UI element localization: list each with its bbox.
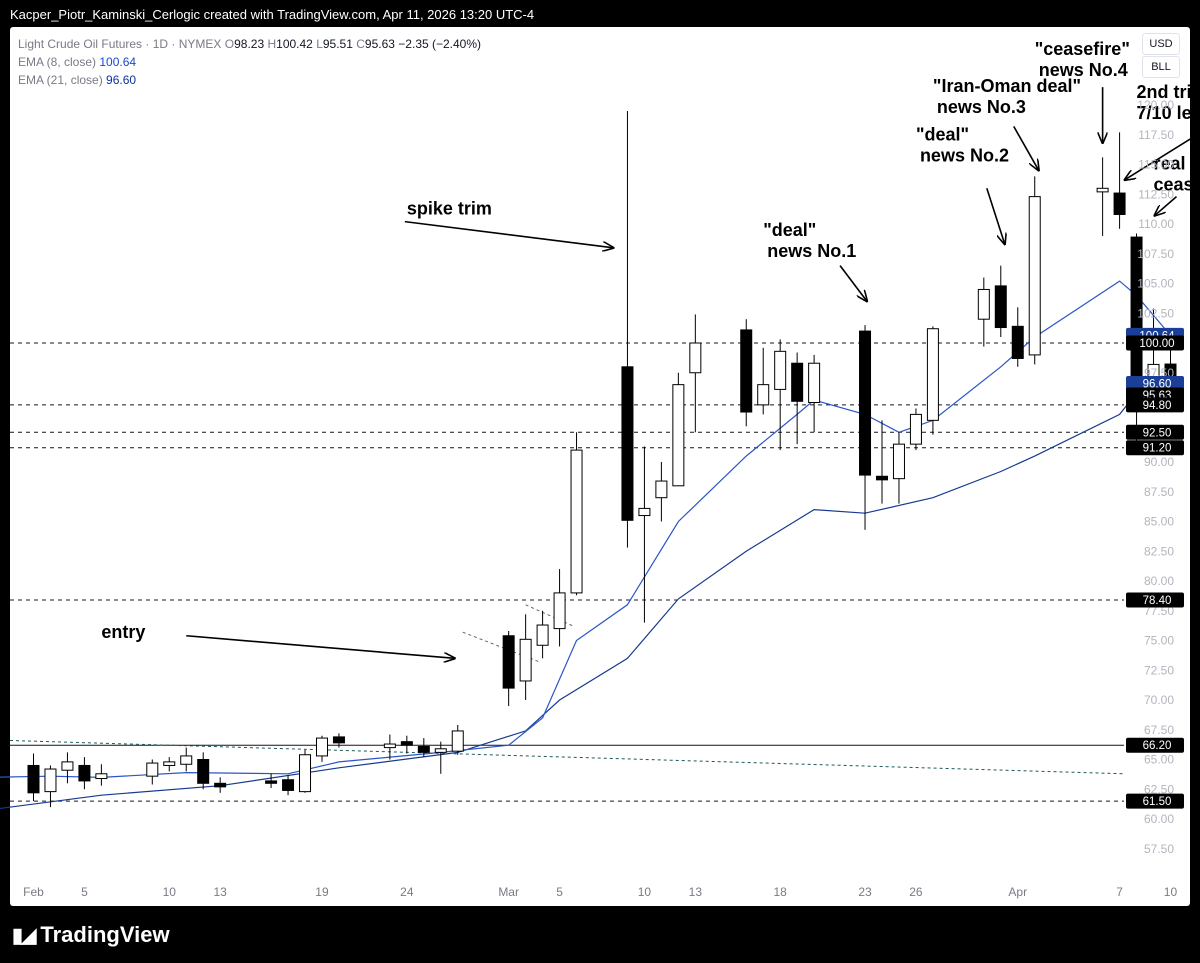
legend-ema21-row: EMA (21, close) 96.60 [18, 71, 481, 89]
legend-high-label: H [267, 37, 277, 51]
legend-open: 98.23 [234, 37, 265, 51]
chart-legend: Light Crude Oil Futures · 1D · NYMEX O98… [18, 35, 481, 89]
chart-credit: Kacper_Piotr_Kaminski_Cerlogic created w… [10, 7, 535, 22]
unit-button[interactable]: BLL [1142, 56, 1180, 78]
legend-ema21-label: EMA (21, close) [18, 73, 103, 87]
legend-low-label: L [316, 37, 323, 51]
footer-brand: ▮◢ TradingView [12, 922, 170, 948]
legend-symbol-row: Light Crude Oil Futures · 1D · NYMEX O98… [18, 35, 481, 53]
legend-change: −2.35 (−2.40%) [398, 37, 482, 51]
tradingview-logo-icon: ▮◢ [12, 924, 36, 947]
legend-close: 95.63 [364, 37, 395, 51]
legend-symbol: Light Crude Oil Futures · 1D · NYMEX [18, 37, 222, 51]
legend-ema8-label: EMA (8, close) [18, 55, 97, 69]
brand-name: TradingView [40, 922, 170, 947]
chart-panel[interactable]: Light Crude Oil Futures · 1D · NYMEX O98… [10, 27, 1190, 906]
legend-low: 95.51 [322, 37, 353, 51]
legend-ema21-value: 96.60 [106, 73, 137, 87]
legend-close-label: C [356, 37, 365, 51]
legend-ema8-value: 100.64 [99, 55, 137, 69]
legend-open-label: O [224, 37, 235, 51]
legend-ema8-row: EMA (8, close) 100.64 [18, 53, 481, 71]
legend-high: 100.42 [276, 37, 313, 51]
currency-button[interactable]: USD [1142, 33, 1180, 55]
